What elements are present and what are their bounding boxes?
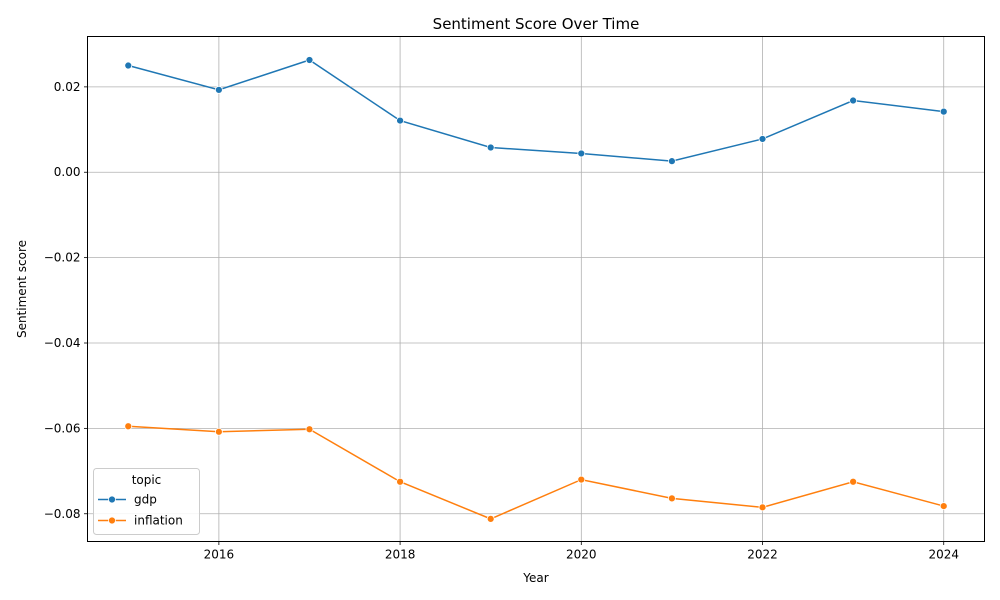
series-inflation: [124, 422, 948, 523]
data-point-inflation: [396, 477, 404, 486]
x-tick-label: 2018: [385, 548, 416, 562]
legend: topic gdp inflation: [93, 468, 200, 535]
x-tick-label: 2024: [928, 548, 959, 562]
chart-title: Sentiment Score Over Time: [433, 15, 640, 33]
x-tick-label: 2022: [747, 548, 778, 562]
series-lines: [124, 56, 948, 523]
data-point-gdp: [305, 56, 314, 64]
y-tick-label: −0.08: [44, 507, 81, 521]
legend-marker: [108, 495, 116, 504]
data-point-inflation: [215, 427, 223, 436]
data-point-inflation: [486, 515, 495, 523]
x-axis-label: Year: [522, 571, 548, 585]
data-point-gdp: [668, 157, 676, 166]
legend-title: topic: [132, 473, 162, 487]
x-tick-label: 2016: [204, 548, 235, 562]
y-tick-label: −0.02: [44, 251, 81, 265]
series-line-gdp: [128, 59, 944, 162]
data-point-inflation: [305, 425, 314, 434]
y-tick-label: −0.04: [44, 336, 81, 350]
data-point-inflation: [124, 422, 133, 431]
data-point-gdp: [124, 61, 133, 70]
series-line-inflation: [128, 425, 944, 520]
data-point-inflation: [939, 502, 948, 510]
x-tick-label: 2020: [566, 548, 597, 562]
data-point-gdp: [939, 107, 948, 116]
grid: [87, 36, 985, 542]
data-point-inflation: [577, 475, 586, 484]
plot-area-frame: [87, 36, 985, 542]
data-point-gdp: [215, 85, 223, 94]
legend-label: inflation: [134, 514, 183, 528]
legend-label: gdp: [134, 493, 157, 507]
series-gdp: [124, 56, 948, 166]
data-point-gdp: [577, 149, 586, 158]
y-tick-label: 0.02: [54, 80, 81, 94]
data-point-inflation: [758, 503, 767, 512]
axis-ticks: 2016 2018 2020 2022 2024 0.02 0.00 −0.02 −0.04 −0…: [44, 80, 959, 562]
data-point-inflation: [849, 477, 857, 486]
legend-box: [93, 468, 200, 535]
data-point-gdp: [486, 143, 495, 152]
data-point-inflation: [668, 494, 676, 503]
data-point-gdp: [849, 96, 857, 105]
legend-entry-inflation: inflation: [98, 514, 183, 528]
legend-marker: [108, 516, 116, 525]
y-tick-label: 0.00: [54, 165, 81, 179]
y-axis-label: Sentiment score: [15, 240, 29, 338]
legend-entry-gdp: gdp: [98, 493, 157, 507]
data-point-gdp: [758, 135, 767, 143]
data-point-gdp: [396, 116, 404, 125]
y-tick-label: −0.06: [44, 421, 81, 435]
